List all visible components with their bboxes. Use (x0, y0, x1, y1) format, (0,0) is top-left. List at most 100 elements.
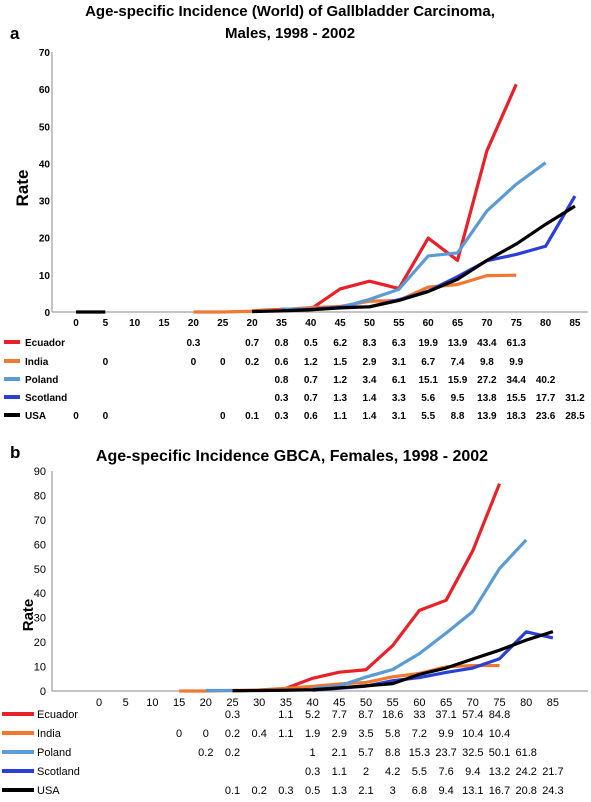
y-tick-label: 10 (34, 662, 46, 674)
series-line-usa (232, 630, 554, 693)
table-cell: 5.5 (412, 766, 427, 778)
x-tick-label: 35 (276, 318, 288, 329)
table-cell: 13.9 (448, 338, 468, 349)
table-cell: 5.8 (385, 728, 400, 740)
table-cell: 16.7 (489, 785, 510, 797)
table-cell: 0.3 (278, 785, 293, 797)
table-cell: 7.2 (412, 728, 427, 740)
x-tick-label: 70 (467, 697, 479, 709)
x-tick-label: 70 (481, 318, 493, 329)
table-cell: 0 (191, 357, 197, 368)
legend-label: Poland (37, 747, 71, 759)
y-tick-label: 20 (34, 637, 46, 649)
table-cell: 20.8 (515, 785, 536, 797)
table-cell: 0.5 (304, 338, 318, 349)
table-cell: 1.2 (333, 375, 347, 386)
table-cell: 23.6 (536, 411, 556, 422)
table-cell: 33 (413, 709, 425, 721)
table-cell: 1.1 (278, 709, 293, 721)
table-cell: 1.4 (363, 393, 377, 404)
table-cell: 34.4 (507, 375, 527, 386)
table-cell: 0.2 (225, 747, 240, 759)
legend-label: Scotland (25, 393, 67, 404)
chart-title: Age-specific Incidence GBCA, Females, 19… (96, 448, 488, 465)
x-tick-label: 5 (123, 697, 129, 709)
table-cell: 13.8 (477, 393, 497, 404)
table-cell: 2.1 (332, 747, 347, 759)
table-cell: 9.8 (480, 357, 494, 368)
table-cell: 7.4 (451, 357, 465, 368)
table-cell: 3.1 (392, 357, 406, 368)
table-cell: 5.5 (421, 411, 435, 422)
table-cell: 13.2 (489, 766, 510, 778)
table-cell: 8.8 (385, 747, 400, 759)
x-tick-label: 0 (96, 697, 102, 709)
table-cell: 19.9 (418, 338, 438, 349)
table-cell: 0.2 (198, 747, 213, 759)
table-cell: 1.4 (363, 411, 377, 422)
table-cell: 31.2 (565, 393, 585, 404)
table-cell: 0.7 (304, 393, 318, 404)
table-cell: 10.4 (462, 728, 483, 740)
table-cell: 1.1 (332, 766, 347, 778)
table-cell: 1.1 (278, 728, 293, 740)
table-cell: 37.1 (435, 709, 456, 721)
y-tick-label: 60 (39, 85, 51, 96)
table-cell: 1.3 (333, 393, 347, 404)
y-tick-label: 70 (39, 48, 51, 59)
table-cell: 0.2 (252, 785, 267, 797)
x-tick-label: 35 (280, 697, 292, 709)
table-cell: 0.1 (245, 411, 259, 422)
table-cell: 9.4 (438, 785, 453, 797)
table-cell: 1.9 (305, 728, 320, 740)
table-cell: 0.3 (225, 709, 240, 721)
series-line-ecuador (285, 483, 501, 690)
table-cell: 0.3 (274, 411, 288, 422)
x-tick-label: 55 (393, 318, 405, 329)
legend-label: India (37, 728, 62, 740)
x-tick-label: 65 (440, 697, 452, 709)
table-cell: 9.9 (438, 728, 453, 740)
table-cell: 3.4 (363, 375, 377, 386)
table-cell: 6.3 (392, 338, 406, 349)
legend-label: India (25, 357, 49, 368)
table-cell: 2 (363, 766, 369, 778)
table-cell: 15.9 (448, 375, 468, 386)
series-line-scotland (281, 195, 577, 313)
table-cell: 10.4 (489, 728, 510, 740)
chart-panel-b: b Age-specific Incidence GBCA, Females, 1… (2, 443, 588, 797)
table-cell: 0 (203, 728, 209, 740)
table-cell: 0 (103, 411, 109, 422)
y-tick-label: 40 (34, 588, 46, 600)
table-cell: 9.5 (451, 393, 465, 404)
table-cell: 24.3 (542, 785, 563, 797)
table-cell: 1 (310, 747, 316, 759)
x-tick-label: 40 (306, 697, 318, 709)
y-tick-label: 90 (34, 466, 46, 478)
table-cell: 5.2 (305, 709, 320, 721)
y-axis-label: Rate (20, 599, 37, 632)
table-cell: 0 (220, 411, 226, 422)
table-cell: 0.4 (252, 728, 267, 740)
table-cell: 2.9 (332, 728, 347, 740)
y-tick-label: 70 (34, 515, 46, 527)
table-cell: 0.7 (245, 338, 259, 349)
table-cell: 9.4 (465, 766, 480, 778)
y-tick-label: 80 (34, 490, 46, 502)
table-cell: 8.8 (451, 411, 465, 422)
table-cell: 1.3 (332, 785, 347, 797)
y-tick-label: 20 (39, 234, 51, 245)
table-cell: 43.4 (477, 338, 497, 349)
x-tick-label: 20 (247, 318, 259, 329)
series-line-ecuador (252, 83, 518, 313)
x-tick-label: 30 (253, 697, 265, 709)
table-cell: 2.1 (358, 785, 373, 797)
table-cell: 13.9 (477, 411, 497, 422)
table-cell: 61.3 (507, 338, 527, 349)
table-cell: 1.2 (304, 357, 318, 368)
table-cell: 2.9 (363, 357, 377, 368)
y-tick-label: 50 (34, 564, 46, 576)
table-cell: 3.1 (392, 411, 406, 422)
table-cell: 50.1 (489, 747, 510, 759)
table-cell: 0.2 (245, 357, 259, 368)
